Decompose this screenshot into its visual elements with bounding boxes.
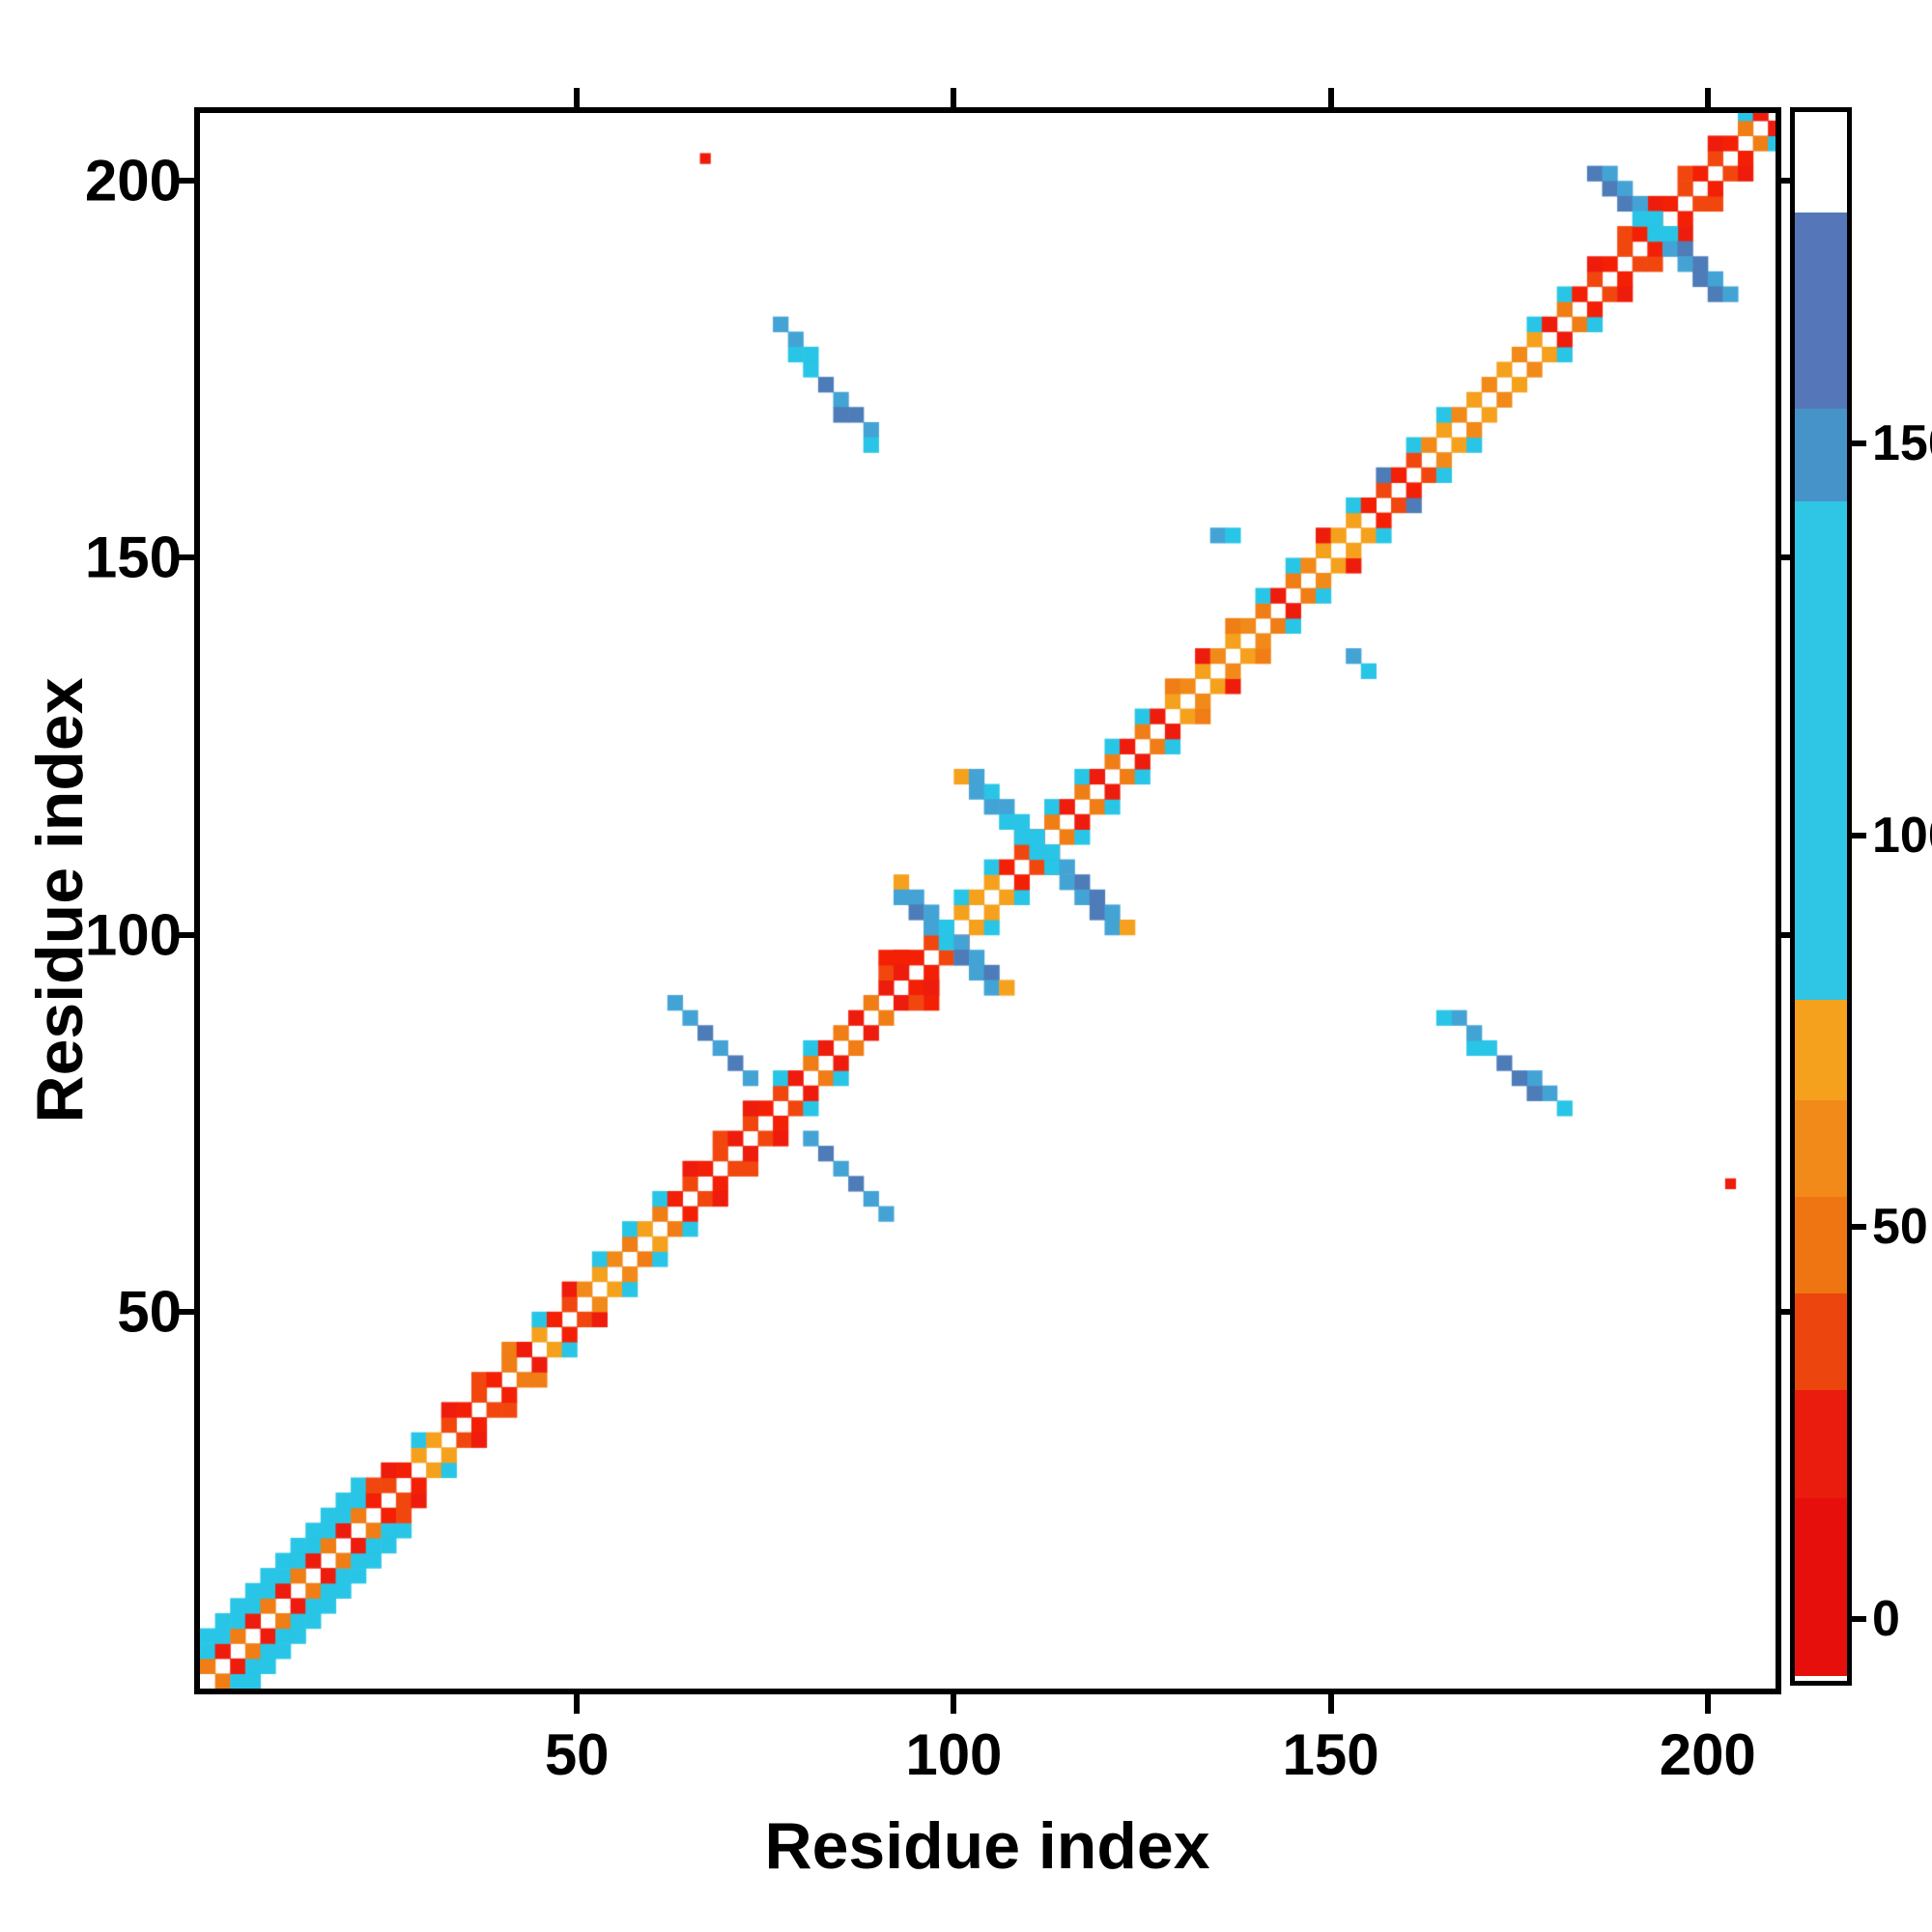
colorbar-tick-label: 150 xyxy=(1872,415,1932,471)
colorbar-segment xyxy=(1795,1100,1847,1197)
contact-map-canvas xyxy=(200,113,1776,1689)
colorbar-segment xyxy=(1795,213,1847,409)
x-tick-mark-top xyxy=(574,88,581,107)
colorbar-tick-mark xyxy=(1852,1224,1866,1230)
y-tick-mark xyxy=(175,178,194,185)
x-tick-mark xyxy=(1704,1694,1711,1714)
y-tick-mark xyxy=(175,931,194,938)
colorbar-tick-mark xyxy=(1852,833,1866,838)
x-tick-label: 200 xyxy=(1659,1722,1756,1787)
colorbar-tick-label: 50 xyxy=(1872,1199,1928,1255)
colorbar-tick-label: 100 xyxy=(1872,808,1932,864)
x-axis-title: Residue index xyxy=(764,1809,1210,1883)
colorbar-segment xyxy=(1795,409,1847,501)
x-tick-label: 150 xyxy=(1282,1722,1379,1787)
colorbar-segment xyxy=(1795,501,1847,1000)
colorbar-segment xyxy=(1795,1197,1847,1293)
x-tick-mark-top xyxy=(1704,88,1711,107)
colorbar-segment xyxy=(1795,1498,1847,1676)
x-tick-mark-top xyxy=(1327,88,1334,107)
y-tick-mark xyxy=(175,1308,194,1315)
x-tick-label: 100 xyxy=(905,1722,1003,1787)
colorbar-tick-label: 0 xyxy=(1872,1591,1900,1647)
y-tick-label: 100 xyxy=(84,902,182,968)
colorbar-segment xyxy=(1795,1000,1847,1100)
x-tick-label: 50 xyxy=(544,1722,610,1787)
y-tick-label: 150 xyxy=(84,525,182,590)
y-tick-label: 50 xyxy=(117,1279,182,1345)
x-tick-mark xyxy=(1327,1694,1334,1714)
y-tick-mark xyxy=(175,554,194,561)
y-axis-title: Residue index xyxy=(23,677,97,1123)
colorbar-segment xyxy=(1795,1390,1847,1498)
colorbar-segment xyxy=(1795,1293,1847,1390)
x-tick-mark xyxy=(951,1694,957,1714)
colorbar-tick-mark xyxy=(1852,440,1866,446)
x-tick-mark xyxy=(574,1694,581,1714)
y-tick-label: 200 xyxy=(84,148,182,213)
x-tick-mark-top xyxy=(951,88,957,107)
colorbar-tick-mark xyxy=(1852,1616,1866,1622)
colorbar-segment xyxy=(1795,112,1847,213)
